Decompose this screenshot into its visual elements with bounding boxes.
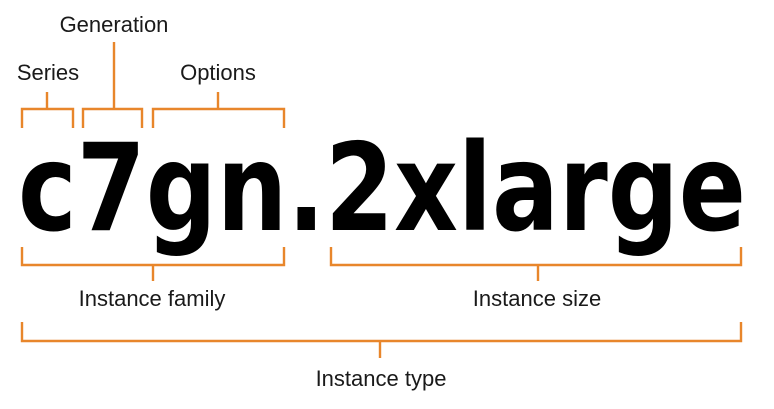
options-bracket xyxy=(151,92,286,128)
generation-label: Generation xyxy=(60,12,169,37)
series-label: Series xyxy=(17,60,79,85)
generation-bracket xyxy=(81,42,144,128)
options-label: Options xyxy=(180,60,256,85)
instance-size-bracket xyxy=(329,247,743,281)
instance-type-label: Instance type xyxy=(316,366,447,391)
instance-family-label: Instance family xyxy=(79,286,226,311)
series-bracket xyxy=(20,92,75,128)
instance-family-bracket xyxy=(20,247,286,281)
instance-size-label: Instance size xyxy=(473,286,601,311)
instance-type-bracket xyxy=(20,322,743,358)
instance-type-string: c7gn.2xlarge xyxy=(18,118,746,259)
